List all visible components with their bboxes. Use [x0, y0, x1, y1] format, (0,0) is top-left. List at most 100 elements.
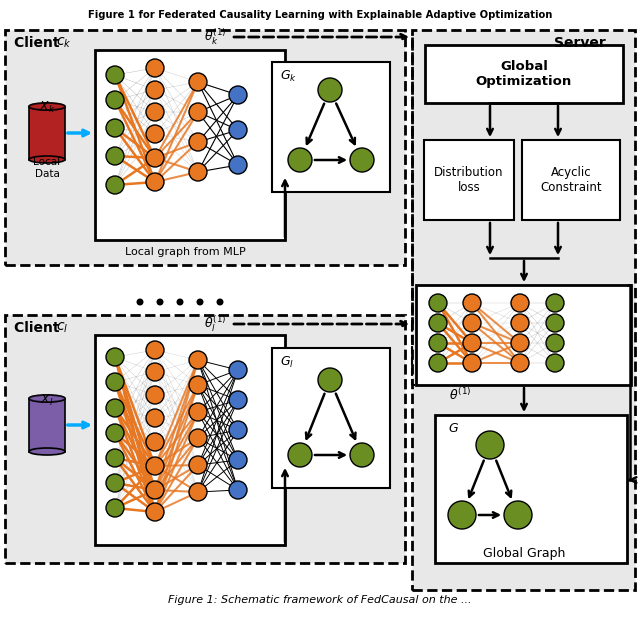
Bar — [29, 399, 65, 451]
Circle shape — [229, 156, 247, 174]
Circle shape — [189, 351, 207, 369]
Bar — [272, 62, 390, 192]
Circle shape — [146, 363, 164, 381]
Circle shape — [511, 294, 529, 312]
Circle shape — [106, 474, 124, 492]
Circle shape — [106, 119, 124, 137]
Text: $X_l$: $X_l$ — [40, 392, 54, 407]
Text: $\theta_k^{(1)}$: $\theta_k^{(1)}$ — [204, 27, 226, 47]
Ellipse shape — [29, 103, 65, 110]
Circle shape — [511, 334, 529, 352]
Bar — [5, 315, 405, 563]
Circle shape — [189, 456, 207, 474]
Circle shape — [429, 334, 447, 352]
Circle shape — [546, 294, 564, 312]
Circle shape — [106, 348, 124, 366]
Text: Figure 1 for Federated Causality Learning with Explainable Adaptive Optimization: Figure 1 for Federated Causality Learnin… — [88, 10, 552, 20]
Circle shape — [429, 314, 447, 332]
Text: Client: Client — [14, 321, 65, 335]
Circle shape — [189, 376, 207, 394]
Circle shape — [546, 354, 564, 372]
Bar — [522, 140, 620, 220]
Text: $\theta^{(1)}$: $\theta^{(1)}$ — [449, 387, 471, 403]
Circle shape — [106, 373, 124, 391]
Circle shape — [504, 501, 532, 529]
Ellipse shape — [29, 156, 65, 163]
Text: Global Graph: Global Graph — [483, 547, 565, 560]
Circle shape — [511, 354, 529, 372]
Circle shape — [229, 361, 247, 379]
Circle shape — [146, 457, 164, 475]
Circle shape — [463, 314, 481, 332]
Circle shape — [448, 501, 476, 529]
Circle shape — [229, 86, 247, 104]
Ellipse shape — [29, 103, 65, 110]
Bar — [435, 415, 627, 563]
Circle shape — [106, 399, 124, 417]
Circle shape — [146, 409, 164, 427]
Circle shape — [476, 431, 504, 459]
Circle shape — [318, 368, 342, 392]
Circle shape — [146, 341, 164, 359]
Circle shape — [106, 449, 124, 467]
Circle shape — [146, 125, 164, 143]
Circle shape — [229, 391, 247, 409]
Text: $G_l$: $G_l$ — [280, 355, 294, 370]
Circle shape — [229, 421, 247, 439]
Circle shape — [146, 173, 164, 191]
Text: Acyclic
Constraint: Acyclic Constraint — [540, 166, 602, 194]
Text: $X_k$: $X_k$ — [39, 100, 55, 115]
Text: $\theta_l^{(1)}$: $\theta_l^{(1)}$ — [204, 314, 226, 334]
Circle shape — [146, 481, 164, 499]
Circle shape — [106, 424, 124, 442]
Text: Figure 1: Schematic framework of FedCausal on the ...: Figure 1: Schematic framework of FedCaus… — [168, 595, 472, 605]
Bar — [424, 140, 514, 220]
Circle shape — [546, 334, 564, 352]
Circle shape — [189, 483, 207, 501]
Circle shape — [429, 294, 447, 312]
Circle shape — [146, 503, 164, 521]
Circle shape — [511, 314, 529, 332]
Circle shape — [146, 81, 164, 99]
Bar — [416, 285, 631, 385]
Text: Local
Data: Local Data — [33, 157, 61, 179]
Circle shape — [189, 73, 207, 91]
Circle shape — [106, 147, 124, 165]
Circle shape — [146, 386, 164, 404]
Circle shape — [106, 499, 124, 517]
Circle shape — [318, 78, 342, 102]
Text: $G$: $G$ — [448, 422, 459, 435]
Text: Global
Optimization: Global Optimization — [476, 60, 572, 88]
Circle shape — [229, 121, 247, 139]
Circle shape — [146, 103, 164, 121]
Circle shape — [146, 433, 164, 451]
Circle shape — [189, 403, 207, 421]
Circle shape — [189, 163, 207, 181]
Circle shape — [106, 176, 124, 194]
Circle shape — [216, 298, 223, 306]
Ellipse shape — [29, 395, 65, 402]
Circle shape — [288, 148, 312, 172]
Circle shape — [106, 66, 124, 84]
Text: Local graph from MLP: Local graph from MLP — [125, 247, 245, 257]
Circle shape — [350, 148, 374, 172]
Text: Client: Client — [14, 36, 65, 50]
Circle shape — [136, 298, 143, 306]
Circle shape — [196, 298, 204, 306]
Bar — [412, 30, 635, 590]
Circle shape — [429, 354, 447, 372]
Bar — [95, 50, 285, 240]
Circle shape — [229, 451, 247, 469]
Text: $G_k$: $G_k$ — [280, 69, 297, 84]
Ellipse shape — [29, 395, 65, 402]
Circle shape — [146, 59, 164, 77]
Ellipse shape — [29, 448, 65, 455]
Bar — [272, 348, 390, 488]
Bar — [425, 45, 623, 103]
Circle shape — [350, 443, 374, 467]
Text: Server: Server — [554, 36, 606, 50]
Circle shape — [463, 354, 481, 372]
Text: $c_k$: $c_k$ — [56, 36, 72, 50]
Bar — [95, 335, 285, 545]
Circle shape — [177, 298, 184, 306]
